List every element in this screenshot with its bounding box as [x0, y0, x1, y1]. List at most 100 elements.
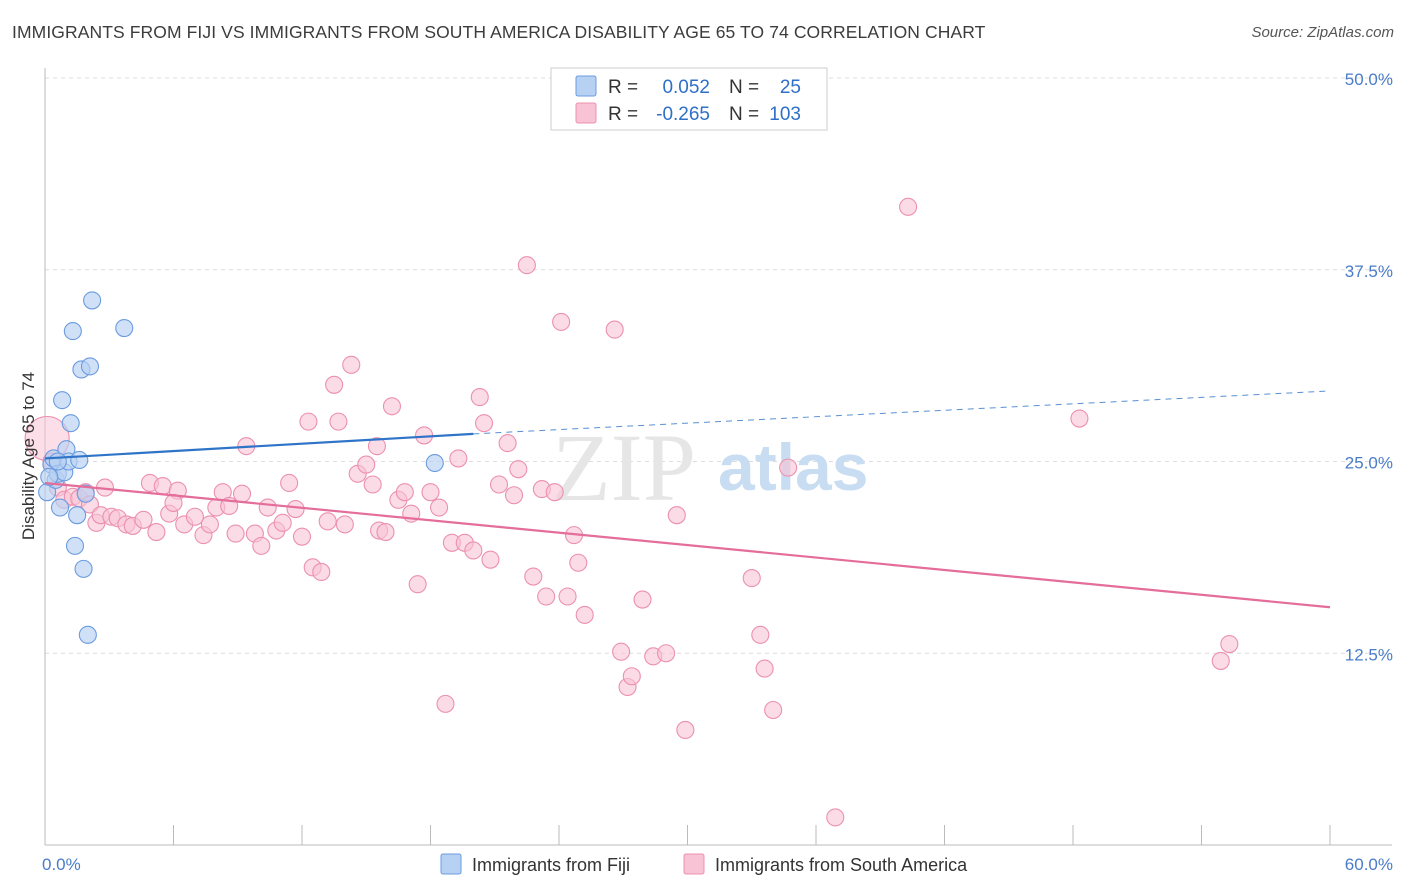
legend-n-value-fiji: 25 — [780, 77, 801, 98]
bottom-legend-swatch-south-america — [683, 853, 705, 875]
legend-box — [550, 67, 828, 131]
legend-r-label-south-america: R = — [608, 104, 638, 125]
trend-lines — [44, 390, 1331, 609]
south-america-point-99 — [1211, 651, 1230, 670]
south-america-point-43 — [325, 375, 344, 394]
y-tick-labels: 12.5% 25.0% 37.5% 50.0% — [1345, 70, 1393, 664]
legend-swatch-fiji — [575, 75, 597, 97]
south-america-point-49 — [363, 475, 382, 494]
watermark-zip: ZIP — [552, 414, 696, 521]
fiji-point-11 — [63, 322, 82, 341]
bottom-legend-label-fiji: Immigrants from Fiji — [472, 855, 630, 875]
south-america-point-42 — [318, 512, 337, 531]
south-america-points — [24, 197, 1239, 827]
south-america-point-66 — [474, 414, 494, 433]
source-label: Source: ZipAtlas.com — [1251, 24, 1394, 41]
fiji-point-24 — [48, 452, 67, 471]
south-america-point-102 — [367, 437, 387, 456]
y-tick-label-1: 25.0% — [1345, 454, 1393, 473]
south-america-point-89 — [667, 506, 686, 525]
fiji-point-20 — [83, 291, 102, 310]
south-america-point-56 — [408, 575, 427, 594]
bottom-legend-swatch-fiji — [440, 853, 462, 875]
south-america-trend-line — [44, 481, 1331, 609]
south-america-point-51 — [376, 523, 395, 542]
south-america-point-86 — [633, 590, 652, 609]
south-america-point-52 — [382, 397, 402, 416]
south-america-point-36 — [280, 473, 299, 493]
south-america-point-22 — [185, 507, 204, 526]
series-legend: Immigrants from Fiji Immigrants from Sou… — [440, 853, 968, 875]
south-america-point-95 — [779, 458, 798, 477]
south-america-point-91 — [742, 569, 761, 588]
fiji-point-14 — [70, 450, 89, 470]
fiji-points — [38, 291, 444, 644]
south-america-point-71 — [509, 460, 528, 479]
fiji-point-13 — [68, 506, 87, 525]
south-america-point-90 — [676, 720, 695, 740]
south-america-point-45 — [335, 515, 354, 534]
x-tick-labels: 0.0% 60.0% — [42, 855, 1393, 874]
fiji-point-17 — [76, 484, 95, 503]
fiji-point-19 — [80, 357, 100, 376]
chart-title: IMMIGRANTS FROM FIJI VS IMMIGRANTS FROM … — [12, 22, 986, 42]
legend-r-value-fiji: 0.052 — [662, 77, 710, 98]
south-america-point-67 — [481, 550, 500, 569]
fiji-point-22 — [425, 453, 444, 473]
south-america-point-18 — [153, 476, 172, 496]
south-america-point-44 — [329, 412, 348, 431]
fiji-point-5 — [50, 498, 70, 517]
fiji-point-6 — [53, 391, 72, 410]
south-america-point-70 — [504, 486, 524, 505]
south-america-point-97 — [899, 197, 918, 216]
south-america-point-78 — [558, 587, 577, 606]
legend-n-label-south-america: N = — [729, 104, 759, 125]
correlation-legend: R = 0.052 N = 25 R = -0.265 N = 103 — [550, 67, 828, 131]
south-america-point-88 — [657, 644, 676, 663]
x-tick-label-max: 60.0% — [1345, 855, 1393, 874]
south-america-point-69 — [498, 434, 517, 453]
south-america-point-72 — [517, 256, 536, 275]
south-america-point-100 — [1220, 634, 1239, 654]
south-america-point-46 — [342, 355, 361, 374]
legend-swatch-south-america — [575, 102, 597, 124]
south-america-point-39 — [299, 412, 318, 431]
south-america-point-17 — [147, 523, 166, 542]
south-america-point-33 — [258, 498, 277, 517]
south-america-point-60 — [436, 694, 455, 713]
south-america-point-58 — [421, 483, 440, 502]
south-america-point-54 — [395, 483, 414, 502]
south-america-point-62 — [449, 449, 468, 468]
legend-r-label-fiji: R = — [608, 77, 638, 98]
fiji-point-21 — [115, 318, 134, 338]
south-america-point-65 — [470, 388, 489, 407]
y-tick-label-0: 12.5% — [1345, 645, 1393, 664]
south-america-point-80 — [569, 553, 588, 572]
south-america-point-28 — [226, 524, 245, 543]
south-america-point-94 — [764, 700, 783, 720]
y-tick-label-2: 37.5% — [1345, 262, 1393, 281]
legend-r-value-south-america: -0.265 — [656, 104, 710, 125]
south-america-point-96 — [826, 808, 845, 827]
south-america-point-98 — [1070, 409, 1089, 428]
south-america-point-24 — [200, 515, 219, 534]
south-america-point-73 — [524, 567, 543, 586]
south-america-point-68 — [489, 475, 509, 494]
grid-lines — [45, 77, 1392, 654]
south-america-point-93 — [755, 659, 774, 678]
south-america-point-83 — [612, 642, 631, 661]
legend-n-value-south-america: 103 — [769, 104, 801, 125]
watermark: ZIP atlas — [552, 414, 868, 521]
south-america-point-76 — [545, 483, 564, 502]
south-america-point-75 — [537, 587, 556, 606]
south-america-point-81 — [575, 605, 594, 624]
south-america-point-92 — [751, 625, 770, 644]
south-america-point-32 — [252, 536, 271, 555]
y-tick-label-3: 50.0% — [1345, 70, 1393, 89]
y-axis-label: Disability Age 65 to 74 — [19, 372, 38, 540]
fiji-point-12 — [65, 536, 85, 555]
south-america-point-64 — [464, 541, 483, 560]
fiji-point-23 — [40, 467, 59, 486]
fiji-trend-line — [44, 432, 474, 460]
south-america-point-37 — [286, 500, 305, 519]
